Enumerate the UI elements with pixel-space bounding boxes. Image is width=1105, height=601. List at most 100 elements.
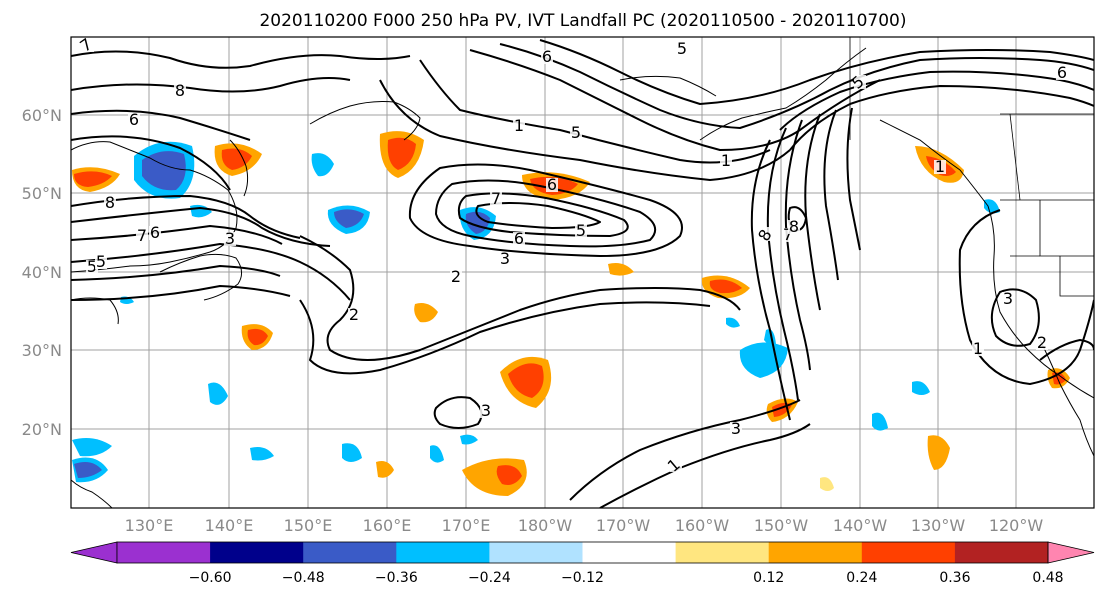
colorbar-tick-label: −0.48 [282,570,325,586]
colorbar-tick-label: 0.48 [1032,570,1063,586]
positive-anomaly [414,303,438,323]
pv-contour [71,109,251,141]
contour-label: 5 [96,252,106,271]
border-province [1009,113,1021,201]
colorbar-bin [117,542,211,563]
contour-label: 6 [150,223,160,242]
pv-contour [71,195,301,239]
pv-contour [71,265,281,281]
pv-contour [379,79,791,181]
colorbar-tick-label: −0.12 [561,570,604,586]
pv-contour [599,423,811,508]
pv-contour [71,77,351,93]
contour-label: 3 [1003,289,1013,308]
sakhalin-coast [229,139,249,197]
contour-label: 2 [1037,333,1047,352]
map-frame [70,36,1095,509]
pv-contour [499,43,1094,129]
pv-contour [299,235,741,361]
longitude-label: 140°E [205,516,254,535]
pv-contour [71,50,411,69]
contour-label: 6 [547,175,557,194]
pv-contour [71,243,351,301]
negative-anomaly [460,434,478,445]
negative-anomaly [912,381,930,395]
pv-contour [419,59,771,164]
pv-contour [539,39,1094,105]
pv-contour-closed [408,163,683,257]
positive-anomaly [820,477,834,491]
contour-label-bg [854,75,866,89]
contour-label-bg [1056,66,1068,80]
contour-label: 6 [542,47,552,66]
asia-coast [71,141,238,273]
pv-contour [750,139,791,421]
positive-anomaly [387,137,416,170]
pv-contour [469,49,881,151]
negative-anomaly [984,199,1000,214]
contour-label-bg [575,224,587,238]
colorbar-bin [489,542,583,563]
positive-anomaly [496,465,522,485]
contour-label-bg [450,270,462,284]
pv-contour [1039,339,1094,361]
contour-label-bg [570,126,582,140]
longitude-label: 120°W [989,516,1044,535]
colorbar-bin [675,542,770,563]
colorbar-tick-label: 0.12 [753,570,784,586]
contour-label: 7 [491,189,501,208]
colorbar-tick-label: −0.36 [375,570,418,586]
negative-anomaly [311,153,334,177]
contour-label-bg [480,404,492,418]
contour-label-bg [95,255,107,269]
contour-label: 1 [514,116,524,135]
contour-label: 8 [175,81,185,100]
contour-label: 2 [451,267,461,286]
longitude-label: 170°W [596,516,651,535]
contour-label: 7 [137,226,147,245]
contour-label-bg [676,42,688,56]
contour-label-bg [972,342,984,356]
longitude-labels: 130°E 140°E 150°E 160°E 170°E 180°W 170°W 160°W… [125,516,1044,535]
contour-label: 3 [731,419,741,438]
latitude-label: 40°N [22,263,62,282]
contour-label: 7 [783,225,793,244]
colorbar-tick-label: 0.24 [846,570,877,586]
negative-anomaly [726,317,740,328]
pv-contour [789,85,1094,151]
pv-contour [766,127,799,401]
negative-anomaly [430,445,444,463]
latitude-label: 20°N [22,420,62,439]
positive-anomaly [608,263,634,276]
negative-anomaly [74,462,102,478]
contour-label-bg [136,229,148,243]
contour-label: 3 [481,401,491,420]
longitude-label: 170°E [442,516,491,535]
contour-label-bg [490,192,502,206]
longitude-label: 180°W [518,516,573,535]
pv-contour-closed [990,288,1040,347]
latitude-label: 30°N [22,341,62,360]
alaska-west-coast [619,75,717,97]
colorbar-bin [210,542,304,563]
pv-contour [71,135,231,191]
contour-label-bg [670,458,682,472]
latitude-label: 60°N [22,106,62,125]
contour-label: 3 [500,249,510,268]
contour-label: 6 [514,229,524,248]
pv-contour [958,209,1094,385]
colorbar: −0.60 −0.48 −0.36 −0.24 −0.12 0.12 0.24 0.36 0.4… [70,541,1095,586]
pv-contour [846,107,861,251]
contour-label: 6 [129,110,139,129]
contour-label: 2 [349,305,359,324]
japan-coast [159,253,242,301]
colorbar-bin [861,542,956,563]
negative-anomaly [72,438,112,457]
contour-label-bg [730,422,742,436]
colorbar-bin [582,542,677,563]
pv-contour [71,285,291,301]
longitude-label: 150°E [284,516,333,535]
pv-contour [299,299,711,375]
